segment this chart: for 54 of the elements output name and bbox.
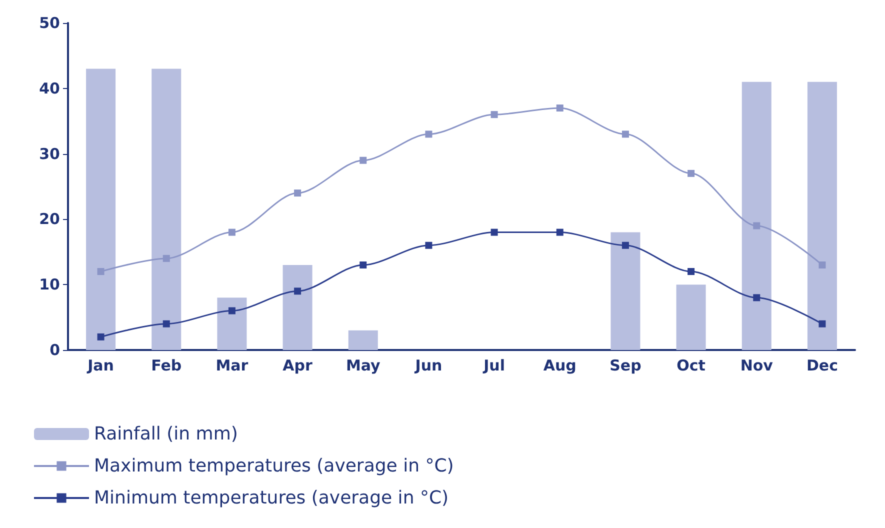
- x-tick-label: Apr: [282, 356, 314, 374]
- x-tick-label: May: [346, 356, 381, 374]
- bar: [676, 284, 706, 350]
- x-tick-label: Jul: [482, 356, 505, 374]
- x-tick-label: Jun: [414, 356, 442, 374]
- x-tick-label: Jan: [86, 356, 114, 374]
- bar: [152, 68, 182, 350]
- point: [622, 130, 629, 138]
- x-tick-label: Oct: [676, 356, 706, 374]
- point: [425, 130, 432, 138]
- point: [556, 228, 564, 236]
- bar: [282, 264, 312, 350]
- x-tick-label: Dec: [806, 356, 838, 374]
- point: [162, 254, 170, 262]
- point: [818, 261, 826, 268]
- bar: [86, 68, 116, 350]
- point: [228, 228, 236, 236]
- point: [294, 288, 302, 295]
- point: [753, 294, 760, 302]
- y-tick-label: 20: [39, 210, 60, 228]
- point: [294, 190, 302, 197]
- y-tick-label: 50: [39, 14, 60, 32]
- point: [556, 104, 564, 112]
- bar: [742, 82, 772, 350]
- bar: [610, 232, 640, 350]
- point: [622, 242, 629, 249]
- legend-label: Rainfall (in mm): [94, 424, 238, 444]
- bar: [348, 330, 378, 350]
- legend-label: Maximum temperatures (average in °C): [94, 456, 454, 476]
- y-tick-label: 30: [39, 144, 60, 163]
- bar: [217, 298, 247, 350]
- x-tick-label: Sep: [610, 356, 642, 374]
- y-tick-label: 10: [39, 276, 60, 294]
- point: [162, 320, 170, 328]
- x-tick-label: Nov: [740, 356, 774, 374]
- point: [753, 222, 760, 230]
- point: [688, 268, 695, 276]
- x-tick-label: Feb: [151, 356, 182, 374]
- legend-label: Minimum temperatures (average in °C): [94, 488, 449, 508]
- point: [490, 111, 498, 118]
- point: [688, 170, 695, 177]
- point: [97, 268, 104, 276]
- point: [97, 333, 104, 340]
- point: [360, 261, 367, 268]
- y-tick-label: 40: [39, 79, 60, 98]
- point: [360, 156, 367, 164]
- point: [228, 307, 236, 314]
- x-tick-label: Aug: [543, 356, 576, 374]
- point: [425, 242, 432, 249]
- point: [818, 320, 826, 328]
- point: [490, 228, 498, 236]
- bar: [807, 82, 837, 350]
- y-tick-label: 0: [50, 341, 60, 359]
- x-tick-label: Mar: [216, 356, 249, 374]
